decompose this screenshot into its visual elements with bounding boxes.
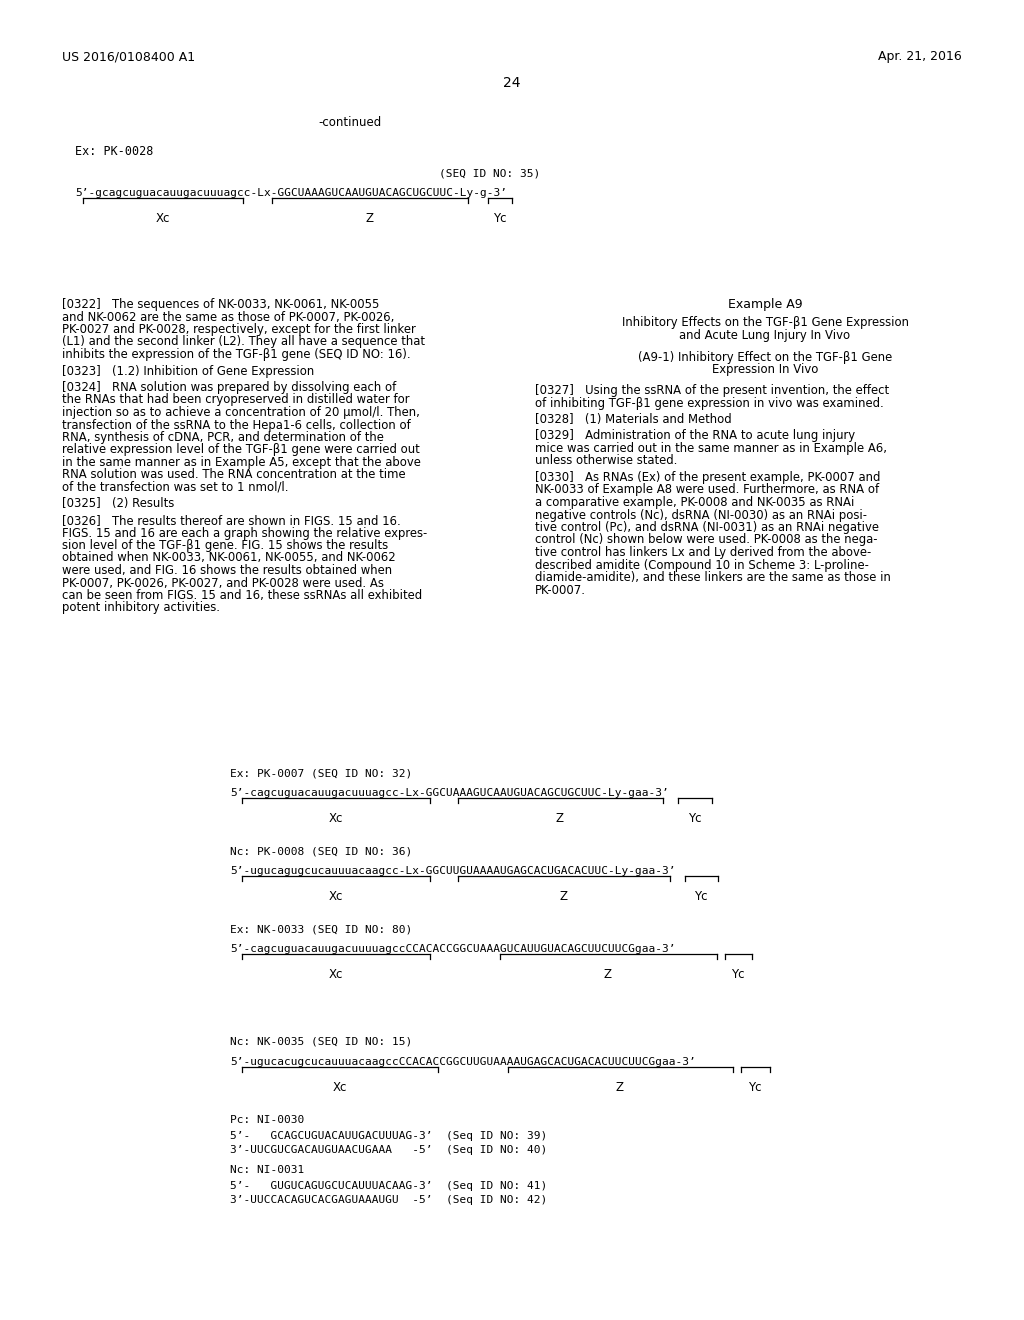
Text: Z: Z (366, 213, 374, 224)
Text: RNA solution was used. The RNA concentration at the time: RNA solution was used. The RNA concentra… (62, 469, 406, 482)
Text: [0323]   (1.2) Inhibition of Gene Expression: [0323] (1.2) Inhibition of Gene Expressi… (62, 364, 314, 378)
Text: injection so as to achieve a concentration of 20 μmol/l. Then,: injection so as to achieve a concentrati… (62, 407, 420, 418)
Text: diamide-amidite), and these linkers are the same as those in: diamide-amidite), and these linkers are … (535, 572, 891, 583)
Text: 3’-UUCCACAGUCACGAGUAAAUGU  -5’  (Seq ID NO: 42): 3’-UUCCACAGUCACGAGUAAAUGU -5’ (Seq ID NO… (230, 1195, 547, 1205)
Text: Xc: Xc (329, 812, 343, 825)
Text: [0325]   (2) Results: [0325] (2) Results (62, 498, 174, 511)
Text: relative expression level of the TGF-β1 gene were carried out: relative expression level of the TGF-β1 … (62, 444, 420, 457)
Text: tive control has linkers Lx and Ly derived from the above-: tive control has linkers Lx and Ly deriv… (535, 546, 871, 558)
Text: described amidite (Compound 10 in Scheme 3: L-proline-: described amidite (Compound 10 in Scheme… (535, 558, 869, 572)
Text: US 2016/0108400 A1: US 2016/0108400 A1 (62, 50, 196, 63)
Text: Xc: Xc (333, 1081, 347, 1094)
Text: mice was carried out in the same manner as in Example A6,: mice was carried out in the same manner … (535, 442, 887, 455)
Text: (L1) and the second linker (L2). They all have a sequence that: (L1) and the second linker (L2). They al… (62, 335, 425, 348)
Text: negative controls (Nc), dsRNA (NI-0030) as an RNAi posi-: negative controls (Nc), dsRNA (NI-0030) … (535, 508, 867, 521)
Text: Ex: NK-0033 (SEQ ID NO: 80): Ex: NK-0033 (SEQ ID NO: 80) (230, 924, 413, 935)
Text: Nc: PK-0008 (SEQ ID NO: 36): Nc: PK-0008 (SEQ ID NO: 36) (230, 846, 413, 855)
Text: Expression In Vivo: Expression In Vivo (712, 363, 818, 376)
Text: 24: 24 (503, 77, 521, 90)
Text: [0329]   Administration of the RNA to acute lung injury: [0329] Administration of the RNA to acut… (535, 429, 855, 442)
Text: (SEQ ID NO: 35): (SEQ ID NO: 35) (439, 168, 541, 178)
Text: obtained when NK-0033, NK-0061, NK-0055, and NK-0062: obtained when NK-0033, NK-0061, NK-0055,… (62, 552, 395, 565)
Text: PK-0007.: PK-0007. (535, 583, 586, 597)
Text: PK-0027 and PK-0028, respectively, except for the first linker: PK-0027 and PK-0028, respectively, excep… (62, 323, 416, 337)
Text: Z: Z (560, 890, 568, 903)
Text: Yc: Yc (731, 968, 744, 981)
Text: a comparative example, PK-0008 and NK-0035 as RNAi: a comparative example, PK-0008 and NK-00… (535, 496, 854, 510)
Text: of the transfection was set to 1 nmol/l.: of the transfection was set to 1 nmol/l. (62, 480, 289, 494)
Text: 5’-ugucagugcucauuuacaagcc-Lx-GGCUUGUAAAAUGAGCACUGACACUUC-Ly-gaa-3’: 5’-ugucagugcucauuuacaagcc-Lx-GGCUUGUAAAA… (230, 866, 676, 876)
Text: were used, and FIG. 16 shows the results obtained when: were used, and FIG. 16 shows the results… (62, 564, 392, 577)
Text: Xc: Xc (329, 968, 343, 981)
Text: Yc: Yc (749, 1081, 762, 1094)
Text: Inhibitory Effects on the TGF-β1 Gene Expression: Inhibitory Effects on the TGF-β1 Gene Ex… (622, 315, 908, 329)
Text: Nc: NK-0035 (SEQ ID NO: 15): Nc: NK-0035 (SEQ ID NO: 15) (230, 1038, 413, 1047)
Text: Apr. 21, 2016: Apr. 21, 2016 (879, 50, 962, 63)
Text: Pc: NI-0030: Pc: NI-0030 (230, 1115, 304, 1125)
Text: control (Nc) shown below were used. PK-0008 as the nega-: control (Nc) shown below were used. PK-0… (535, 533, 878, 546)
Text: [0330]   As RNAs (Ex) of the present example, PK-0007 and: [0330] As RNAs (Ex) of the present examp… (535, 471, 881, 484)
Text: Z: Z (616, 1081, 624, 1094)
Text: RNA, synthesis of cDNA, PCR, and determination of the: RNA, synthesis of cDNA, PCR, and determi… (62, 432, 384, 444)
Text: Xc: Xc (156, 213, 170, 224)
Text: Ex: PK-0007 (SEQ ID NO: 32): Ex: PK-0007 (SEQ ID NO: 32) (230, 768, 413, 777)
Text: [0326]   The results thereof are shown in FIGS. 15 and 16.: [0326] The results thereof are shown in … (62, 513, 400, 527)
Text: of inhibiting TGF-β1 gene expression in vivo was examined.: of inhibiting TGF-β1 gene expression in … (535, 396, 884, 409)
Text: -continued: -continued (318, 116, 382, 129)
Text: [0324]   RNA solution was prepared by dissolving each of: [0324] RNA solution was prepared by diss… (62, 381, 396, 393)
Text: 5’-ugucacugcucauuuacaagccCCACACCGGCUUGUAAAAUGAGCACUGACACUUCUUCGgaa-3’: 5’-ugucacugcucauuuacaagccCCACACCGGCUUGUA… (230, 1057, 695, 1067)
Text: the RNAs that had been cryopreserved in distilled water for: the RNAs that had been cryopreserved in … (62, 393, 410, 407)
Text: Yc: Yc (494, 213, 507, 224)
Text: Nc: NI-0031: Nc: NI-0031 (230, 1166, 304, 1175)
Text: (A9-1) Inhibitory Effect on the TGF-β1 Gene: (A9-1) Inhibitory Effect on the TGF-β1 G… (638, 351, 892, 364)
Text: and NK-0062 are the same as those of PK-0007, PK-0026,: and NK-0062 are the same as those of PK-… (62, 310, 394, 323)
Text: Yc: Yc (694, 890, 708, 903)
Text: can be seen from FIGS. 15 and 16, these ssRNAs all exhibited: can be seen from FIGS. 15 and 16, these … (62, 589, 422, 602)
Text: NK-0033 of Example A8 were used. Furthermore, as RNA of: NK-0033 of Example A8 were used. Further… (535, 483, 880, 496)
Text: Example A9: Example A9 (728, 298, 803, 312)
Text: Z: Z (604, 968, 612, 981)
Text: 5’-   GCAGCUGUACAUUGACUUUAG-3’  (Seq ID NO: 39): 5’- GCAGCUGUACAUUGACUUUAG-3’ (Seq ID NO:… (230, 1131, 547, 1140)
Text: Xc: Xc (329, 890, 343, 903)
Text: tive control (Pc), and dsRNA (NI-0031) as an RNAi negative: tive control (Pc), and dsRNA (NI-0031) a… (535, 521, 879, 535)
Text: Yc: Yc (688, 812, 701, 825)
Text: in the same manner as in Example A5, except that the above: in the same manner as in Example A5, exc… (62, 455, 421, 469)
Text: 3’-UUCGUCGACAUGUAACUGAAA   -5’  (Seq ID NO: 40): 3’-UUCGUCGACAUGUAACUGAAA -5’ (Seq ID NO:… (230, 1144, 547, 1155)
Text: Z: Z (556, 812, 564, 825)
Text: unless otherwise stated.: unless otherwise stated. (535, 454, 677, 467)
Text: [0322]   The sequences of NK-0033, NK-0061, NK-0055: [0322] The sequences of NK-0033, NK-0061… (62, 298, 379, 312)
Text: 5’-   GUGUCAGUGCUCAUUUACAAG-3’  (Seq ID NO: 41): 5’- GUGUCAGUGCUCAUUUACAAG-3’ (Seq ID NO:… (230, 1181, 547, 1191)
Text: and Acute Lung Injury In Vivo: and Acute Lung Injury In Vivo (680, 329, 851, 342)
Text: Ex: PK-0028: Ex: PK-0028 (75, 145, 154, 158)
Text: PK-0007, PK-0026, PK-0027, and PK-0028 were used. As: PK-0007, PK-0026, PK-0027, and PK-0028 w… (62, 577, 384, 590)
Text: 5’-cagcuguacauugacuuuagcc-Lx-GGCUAAAGUCAAUGUACAGCUGCUUC-Ly-gaa-3’: 5’-cagcuguacauugacuuuagcc-Lx-GGCUAAAGUCA… (230, 788, 669, 799)
Text: sion level of the TGF-β1 gene. FIG. 15 shows the results: sion level of the TGF-β1 gene. FIG. 15 s… (62, 539, 388, 552)
Text: FIGS. 15 and 16 are each a graph showing the relative expres-: FIGS. 15 and 16 are each a graph showing… (62, 527, 427, 540)
Text: potent inhibitory activities.: potent inhibitory activities. (62, 602, 220, 615)
Text: [0327]   Using the ssRNA of the present invention, the effect: [0327] Using the ssRNA of the present in… (535, 384, 889, 397)
Text: transfection of the ssRNA to the Hepa1-6 cells, collection of: transfection of the ssRNA to the Hepa1-6… (62, 418, 411, 432)
Text: [0328]   (1) Materials and Method: [0328] (1) Materials and Method (535, 413, 731, 426)
Text: 5’-cagcuguacauugacuuuuagccCCACACCGGCUAAAGUCAUUGUACAGCUUCUUCGgaa-3’: 5’-cagcuguacauugacuuuuagccCCACACCGGCUAAA… (230, 944, 676, 954)
Text: 5’-gcagcuguacauugacuuuagcc-Lx-GGCUAAAGUCAAUGUACAGCUGCUUC-Ly-g-3’: 5’-gcagcuguacauugacuuuagcc-Lx-GGCUAAAGUC… (75, 187, 507, 198)
Text: inhibits the expression of the TGF-β1 gene (SEQ ID NO: 16).: inhibits the expression of the TGF-β1 ge… (62, 348, 411, 360)
